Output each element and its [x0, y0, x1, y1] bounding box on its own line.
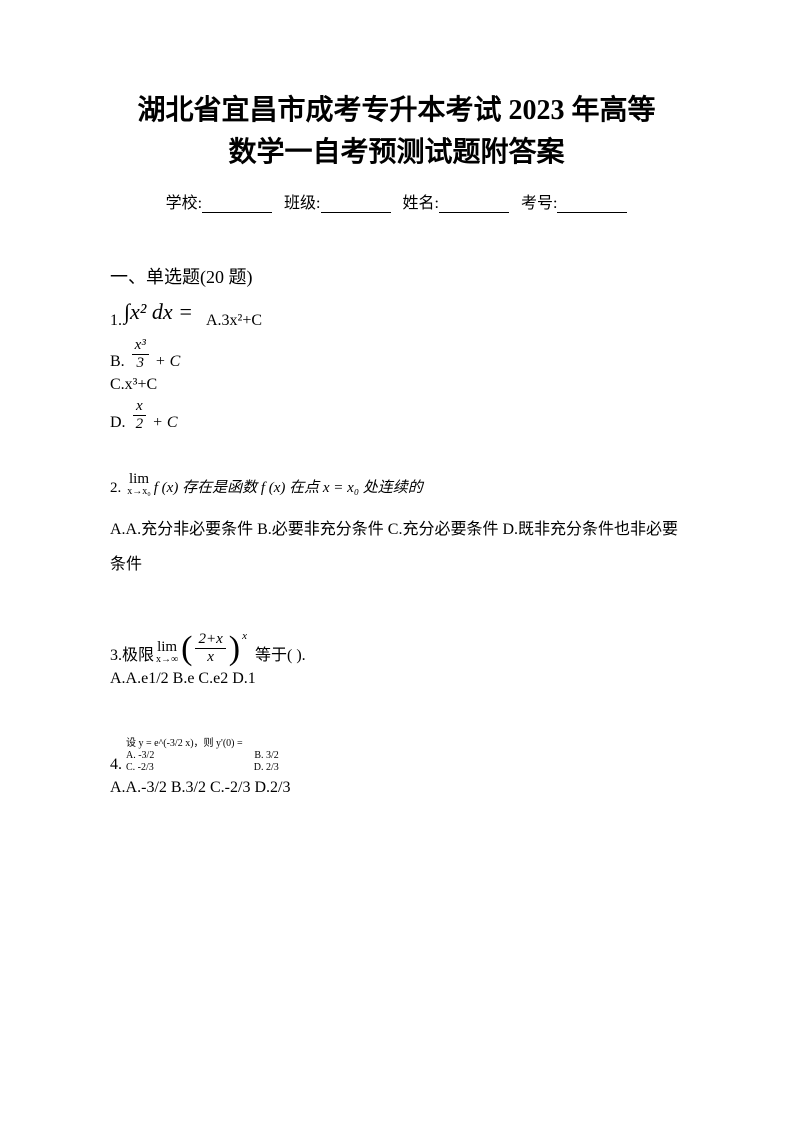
q4-opt-d: D. 2/3 — [254, 762, 279, 774]
q4-row1: A. -3/2 B. 3/2 — [126, 750, 279, 762]
q4-content: 设 y = e^(-3/2 x)，则 y'(0) = A. -3/2 B. 3/… — [126, 738, 279, 774]
q2-stem: 2. lim x→x₀ f (x) 存在是函数 f (x) 在点 x = x₀ … — [110, 472, 683, 497]
q4-line1: 设 y = e^(-3/2 x)，则 y'(0) = — [126, 738, 243, 749]
q3-paren-frac: ( 2+x x ) x — [181, 632, 247, 665]
q3-rparen: ) — [229, 634, 240, 665]
section-title: 一、单选题(20 题) — [110, 263, 683, 289]
q1-optb-top: x³ — [132, 338, 149, 355]
class-blank — [321, 195, 391, 213]
q3-lim: lim x→∞ — [156, 640, 178, 665]
page-title: 湖北省宜昌市成考专升本考试 2023 年高等 数学一自考预测试题附答案 — [110, 90, 683, 174]
school-blank — [202, 195, 272, 213]
q2-options: A.A.充分非必要条件 B.必要非充分条件 C.充分必要条件 D.既非充分条件也… — [110, 512, 683, 582]
class-label: 班级: — [284, 195, 320, 212]
question-1: 1. ∫x² dx = A.3x²+C B. x³ 3 + C C.x³+C D… — [110, 304, 683, 432]
q1-optd-top: x — [133, 399, 147, 416]
q2-number: 2. — [110, 480, 121, 497]
q4-opt-b: B. 3/2 — [254, 750, 278, 762]
q3-lim-sub: x→∞ — [156, 655, 178, 665]
q3-stem: 3.极限 lim x→∞ ( 2+x x ) x 等于( ). — [110, 632, 683, 665]
q3-tail: 等于( ). — [255, 641, 306, 665]
question-2: 2. lim x→x₀ f (x) 存在是函数 f (x) 在点 x = x₀ … — [110, 472, 683, 582]
q2-lim-sub: x→x₀ — [127, 487, 151, 497]
q3-lparen: ( — [181, 634, 192, 665]
q4-opt-c: C. -2/3 — [126, 762, 154, 774]
q1-integral: ∫x² dx = — [124, 299, 193, 325]
q1-optb-label: B. — [110, 353, 125, 371]
q4-row2: C. -2/3 D. 2/3 — [126, 762, 279, 774]
q3-frac-top: 2+x — [195, 632, 225, 649]
title-line-1: 湖北省宜昌市成考专升本考试 2023 年高等 — [110, 90, 683, 132]
examno-label: 考号: — [521, 195, 557, 212]
q1-option-b: B. x³ 3 + C — [110, 338, 683, 371]
q1-optd-label: D. — [110, 414, 126, 432]
q1-optd-bot: 2 — [133, 416, 147, 432]
question-4: 4. 设 y = e^(-3/2 x)，则 y'(0) = A. -3/2 B.… — [110, 738, 683, 797]
q4-options: A.A.-3/2 B.3/2 C.-2/3 D.2/3 — [110, 779, 683, 797]
q3-frac: 2+x x — [195, 632, 225, 665]
q1-number: 1. — [110, 312, 122, 330]
q4-number: 4. — [110, 755, 122, 774]
title-line-2: 数学一自考预测试题附答案 — [110, 132, 683, 174]
q1-option-a: A.3x²+C — [206, 312, 262, 330]
q2-lim: lim x→x₀ — [127, 472, 151, 497]
q3-lim-label: lim — [156, 640, 178, 655]
q4-stem: 4. 设 y = e^(-3/2 x)，则 y'(0) = A. -3/2 B.… — [110, 738, 683, 774]
name-label: 姓名: — [403, 195, 439, 212]
info-line: 学校: 班级: 姓名: 考号: — [110, 189, 683, 213]
q1-optb-tail: + C — [155, 353, 180, 371]
q4-opt-a: A. -3/2 — [126, 750, 154, 762]
q1-optb-frac: x³ 3 — [132, 338, 149, 371]
q3-exponent: x — [242, 630, 247, 642]
q1-stem: 1. ∫x² dx = A.3x²+C — [110, 304, 683, 330]
q2-text: f (x) 存在是函数 f (x) 在点 x = x₀ 处连续的 — [154, 476, 423, 497]
q1-optd-frac: x 2 — [133, 399, 147, 432]
q2-lim-label: lim — [127, 472, 151, 487]
question-3: 3.极限 lim x→∞ ( 2+x x ) x 等于( ). A.A.e1/2… — [110, 632, 683, 688]
q1-option-c: C.x³+C — [110, 376, 683, 394]
school-label: 学校: — [166, 195, 202, 212]
examno-blank — [557, 195, 627, 213]
q1-optc-text: C.x³+C — [110, 376, 157, 394]
q1-optb-bot: 3 — [132, 355, 149, 371]
q3-prefix: 3.极限 — [110, 641, 154, 665]
q3-frac-bot: x — [195, 649, 225, 665]
q1-option-d: D. x 2 + C — [110, 399, 683, 432]
q3-options: A.A.e1/2 B.e C.e2 D.1 — [110, 670, 683, 688]
name-blank — [439, 195, 509, 213]
q1-optd-tail: + C — [152, 414, 177, 432]
